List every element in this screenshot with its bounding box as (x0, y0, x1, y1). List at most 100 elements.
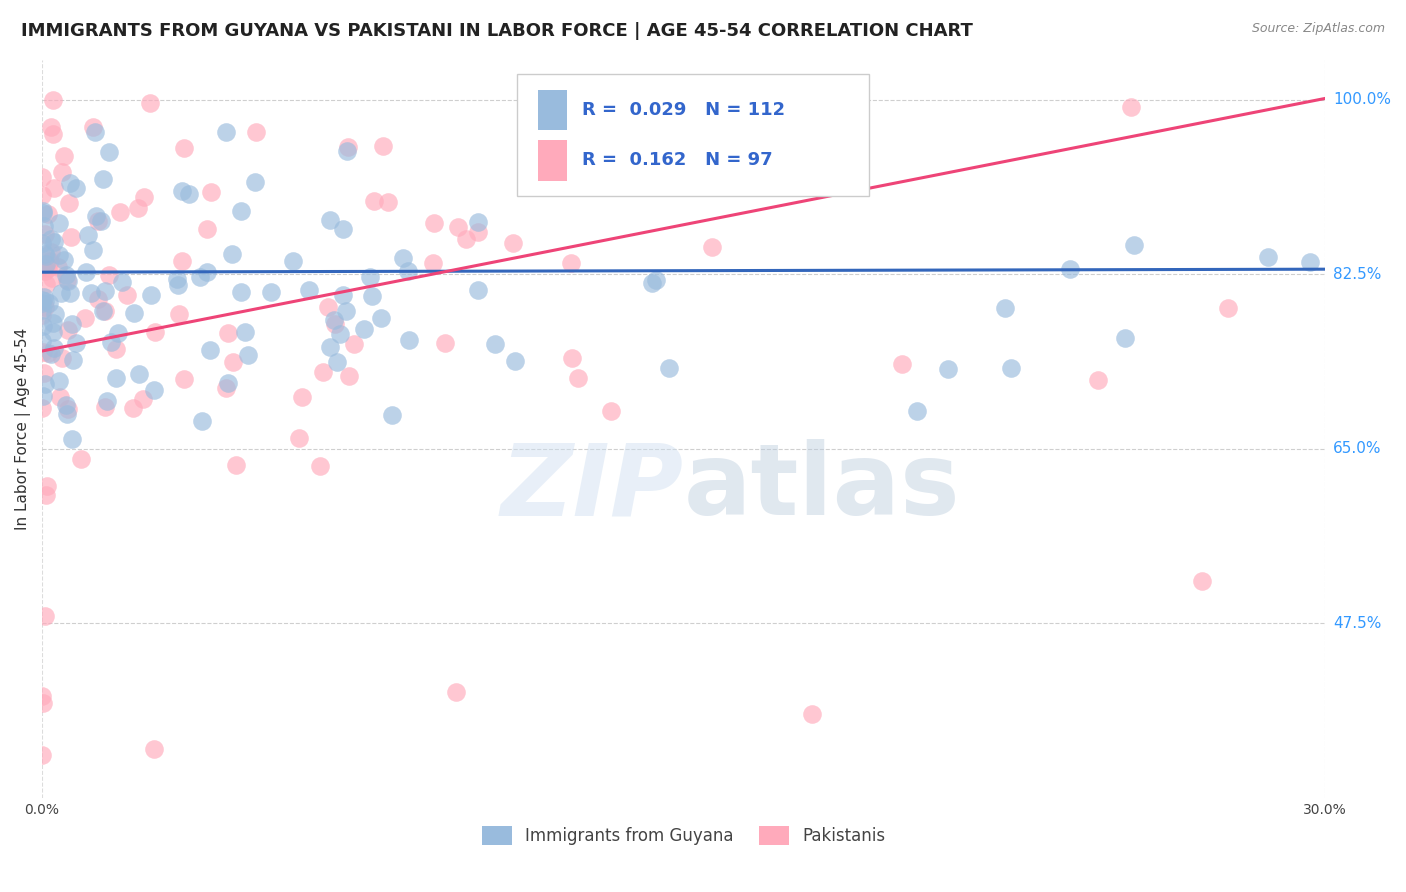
Point (31, 334, 53, 348)
Point (139, 96, 162, 111)
Point (173, 372, 195, 386)
Point (51, 165, 73, 179)
Point (42, 128, 65, 142)
Point (127, 201, 149, 215)
Point (319, 212, 342, 227)
Point (1191, 574, 1213, 588)
Point (214, 380, 236, 394)
Point (105, 371, 128, 385)
Point (905, 404, 928, 418)
Point (37, 260, 59, 275)
Point (391, 251, 413, 265)
Point (48, 374, 70, 388)
Point (145, 326, 167, 340)
Point (179, 187, 201, 202)
Point (98, 268, 121, 282)
Point (122, 306, 145, 320)
Text: 100.0%: 100.0% (1333, 92, 1391, 107)
Bar (538, 140, 567, 181)
Point (222, 354, 245, 368)
Point (502, 235, 524, 250)
Point (94, 400, 117, 414)
Point (143, 383, 166, 397)
Point (76, 227, 98, 242)
Point (31, 401, 53, 415)
Point (444, 684, 467, 698)
Point (467, 214, 489, 228)
Point (297, 283, 319, 297)
Point (75, 265, 97, 279)
Point (309, 459, 332, 474)
Point (700, 240, 723, 254)
Point (641, 276, 664, 290)
Point (332, 222, 354, 236)
Point (128, 367, 150, 381)
Point (170, 184, 193, 198)
Y-axis label: In Labor Force | Age 45-54: In Labor Force | Age 45-54 (15, 327, 31, 530)
Point (60, 230, 83, 244)
Point (39, 347, 62, 361)
Point (561, 351, 583, 365)
Point (70, 452, 93, 467)
Point (467, 283, 489, 297)
Point (337, 368, 360, 383)
Point (41, 271, 63, 285)
Point (82, 120, 104, 135)
Point (48, 390, 70, 404)
Point (31, 296, 53, 310)
Point (370, 311, 392, 326)
Text: R =  0.029   N = 112: R = 0.029 N = 112 (582, 101, 785, 120)
Point (31, 389, 53, 403)
Text: Source: ZipAtlas.com: Source: ZipAtlas.com (1251, 22, 1385, 36)
Point (1216, 301, 1239, 315)
Point (87, 292, 110, 306)
Point (37, 479, 59, 493)
Point (238, 348, 260, 362)
Point (60, 432, 83, 446)
Point (560, 256, 582, 270)
Point (59, 285, 82, 300)
Point (121, 401, 143, 415)
Point (31, 697, 53, 711)
Point (82, 243, 104, 257)
Point (55, 268, 77, 282)
Point (1114, 331, 1136, 345)
Point (398, 333, 420, 347)
Point (1123, 238, 1146, 252)
Point (84, 209, 107, 223)
Point (166, 271, 188, 285)
Point (800, 706, 823, 721)
Point (31, 689, 53, 703)
Point (291, 390, 314, 404)
Point (195, 222, 218, 236)
Point (134, 190, 156, 204)
Text: atlas: atlas (683, 440, 960, 536)
Point (42, 316, 65, 330)
Point (329, 327, 352, 342)
Text: R =  0.162   N = 97: R = 0.162 N = 97 (582, 152, 773, 169)
Point (200, 185, 222, 199)
Point (31, 308, 53, 322)
Point (56, 407, 79, 421)
Point (32, 206, 55, 220)
Text: ZIP: ZIP (501, 440, 683, 536)
Point (51, 351, 73, 366)
Point (143, 742, 166, 756)
Point (79, 285, 101, 300)
Point (191, 414, 214, 428)
Point (53, 252, 76, 267)
Point (172, 253, 194, 268)
Point (1257, 251, 1279, 265)
Point (41, 93, 63, 107)
Point (467, 225, 489, 239)
Point (359, 270, 381, 285)
Point (1059, 262, 1081, 277)
Point (31, 293, 53, 307)
Point (34, 264, 56, 278)
Point (336, 140, 359, 154)
Point (35, 249, 58, 263)
Point (233, 326, 256, 340)
Point (456, 232, 478, 246)
Point (39, 232, 62, 246)
Point (58, 195, 80, 210)
